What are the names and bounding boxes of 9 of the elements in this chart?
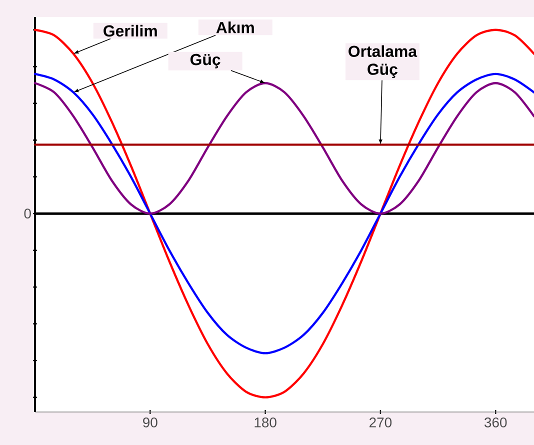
annotation: Ortalama Güç bbox=[348, 45, 418, 78]
x-tick-label: 180 bbox=[254, 418, 276, 428]
x-tick-label: 360 bbox=[484, 418, 507, 428]
text: 0 bbox=[24, 208, 31, 219]
annotation: Gerilim bbox=[104, 24, 157, 37]
x-tick-label: 270 bbox=[370, 418, 392, 428]
annotation: Akım bbox=[216, 22, 254, 34]
x-tick-label: 90 bbox=[143, 418, 158, 428]
annotation: Güç bbox=[190, 54, 220, 68]
